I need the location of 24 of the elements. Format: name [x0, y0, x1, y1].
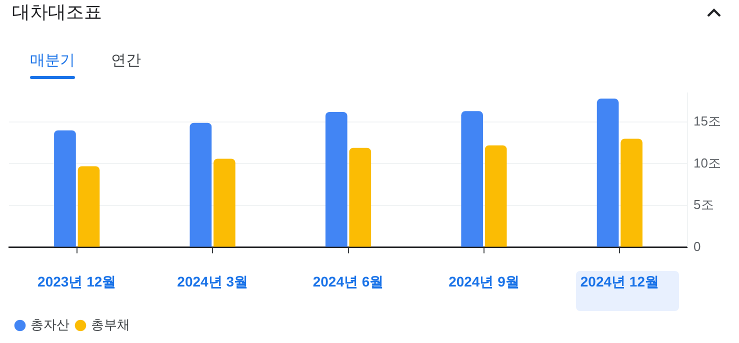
x-tick-label: 2024년 12월: [580, 273, 659, 290]
x-tick-label: 2024년 9월: [448, 273, 520, 290]
y-tick-label: 0: [694, 238, 701, 254]
y-tick-label: 15조: [694, 114, 722, 129]
legend-label: 총자산: [30, 317, 70, 332]
bar: [349, 148, 372, 247]
bar: [214, 158, 236, 247]
y-tick-label: 5조: [694, 197, 714, 212]
bar: [620, 138, 642, 247]
text: 연간: [111, 52, 141, 69]
y-tick-label: 10조: [694, 155, 722, 170]
bar: [78, 166, 100, 247]
bar: [54, 130, 76, 247]
bar: [596, 98, 619, 247]
bar: [461, 111, 484, 247]
bar: [484, 145, 507, 247]
legend-label: 총부채: [91, 317, 130, 332]
x-tick-label: 2023년 12월: [38, 273, 116, 290]
text: 매분기: [30, 52, 75, 69]
chart-title: 대차대조표: [12, 1, 102, 24]
bar: [190, 122, 212, 247]
x-tick-label: 2024년 6월: [312, 273, 384, 290]
x-tick-label: 2024년 3월: [177, 273, 248, 290]
bar: [325, 112, 348, 247]
